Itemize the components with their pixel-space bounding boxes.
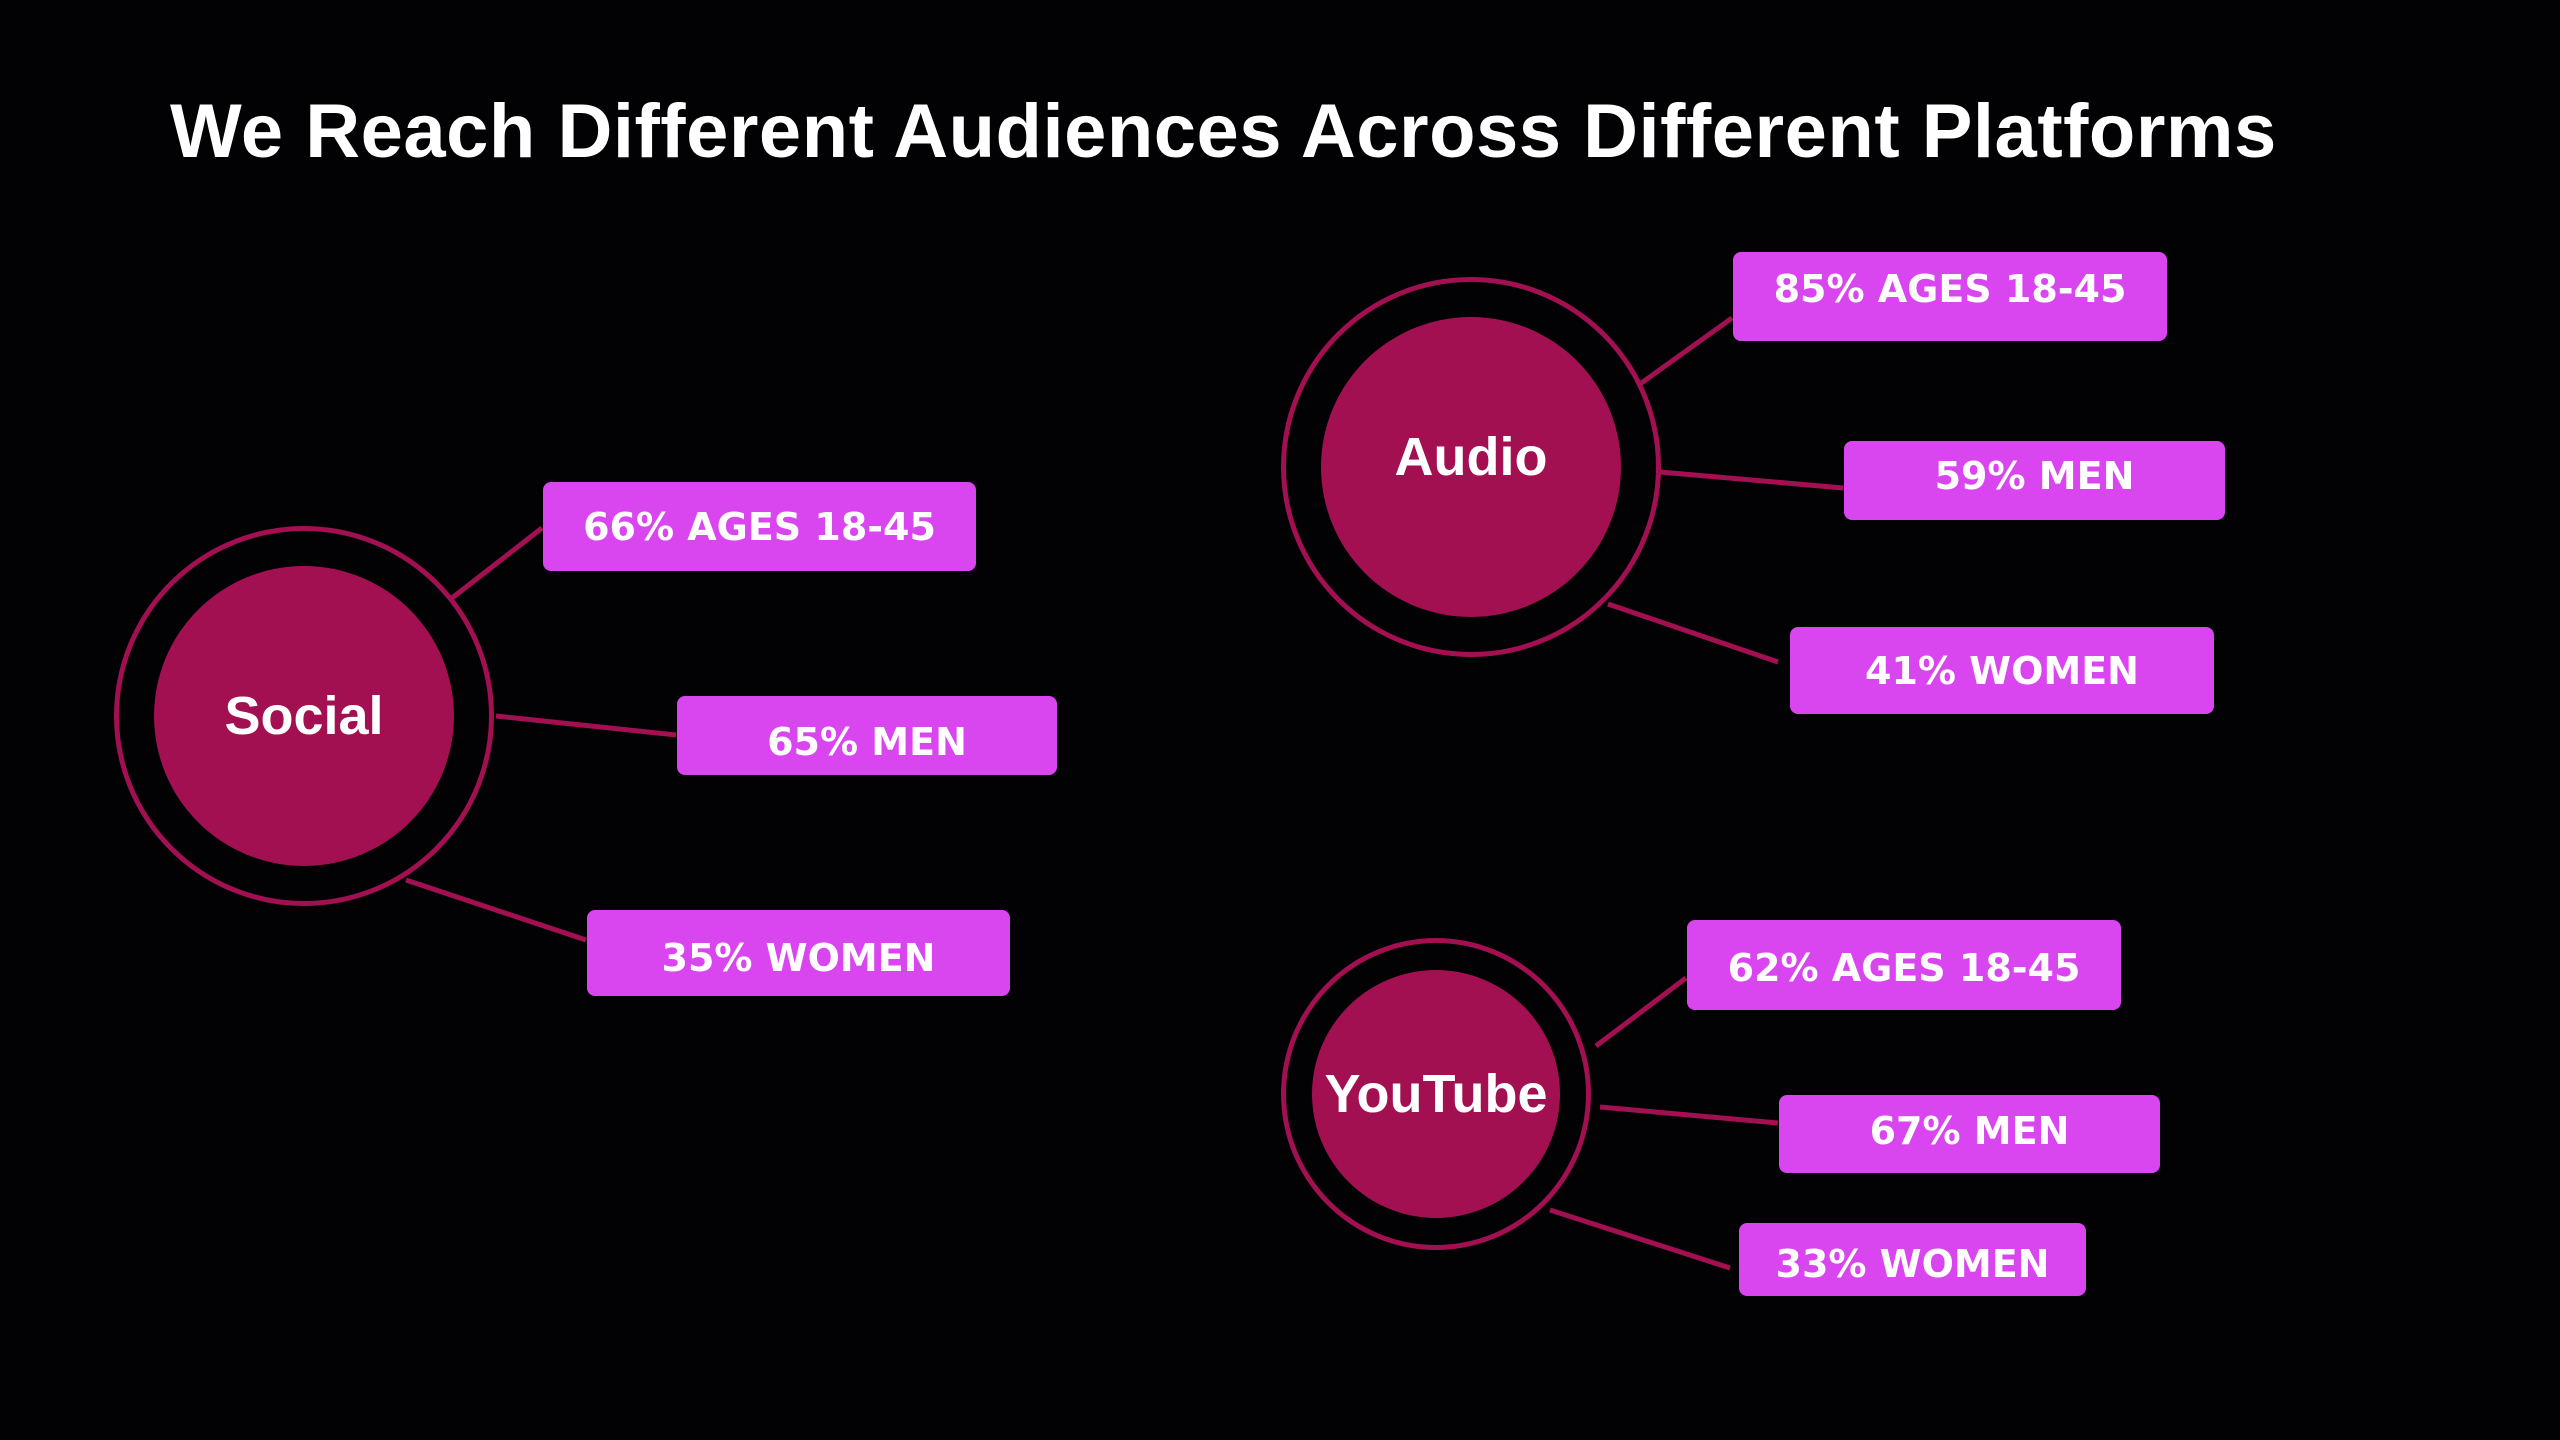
connector-audio-men <box>1659 469 1844 491</box>
connector-youtube-women <box>1549 1207 1731 1271</box>
connector-youtube-men <box>1599 1104 1779 1126</box>
social-hub: Social <box>154 566 454 866</box>
social-stat-ages: 66% AGES 18-45 <box>543 482 976 571</box>
connector-social-ages <box>450 526 544 600</box>
social-stat-men: 65% MEN <box>677 696 1057 775</box>
social-hub-label: Social <box>224 686 384 746</box>
connector-audio-ages <box>1638 315 1734 387</box>
audio-stat-ages: 85% AGES 18-45 <box>1733 252 2167 341</box>
connector-youtube-ages <box>1594 976 1688 1048</box>
youtube-stat-ages: 62% AGES 18-45 <box>1687 920 2121 1010</box>
audio-hub-label: Audio <box>1394 427 1548 487</box>
youtube-stat-men: 67% MEN <box>1779 1095 2160 1173</box>
youtube-stat-women: 33% WOMEN <box>1739 1223 2086 1296</box>
page-title: We Reach Different Audiences Across Diff… <box>170 89 2277 174</box>
audio-hub: Audio <box>1321 317 1621 617</box>
audio-stat-women: 41% WOMEN <box>1790 627 2214 714</box>
connector-social-women <box>405 877 587 943</box>
youtube-hub-ring <box>1281 938 1591 1250</box>
youtube-hub-label: YouTube <box>1324 1064 1548 1124</box>
connector-audio-women <box>1607 601 1779 665</box>
audio-hub-ring <box>1281 277 1661 657</box>
social-stat-women: 35% WOMEN <box>587 910 1010 996</box>
audio-stat-men: 59% MEN <box>1844 441 2225 520</box>
connector-social-men <box>495 713 677 738</box>
youtube-hub: YouTube <box>1312 970 1560 1218</box>
social-hub-ring <box>114 526 494 906</box>
